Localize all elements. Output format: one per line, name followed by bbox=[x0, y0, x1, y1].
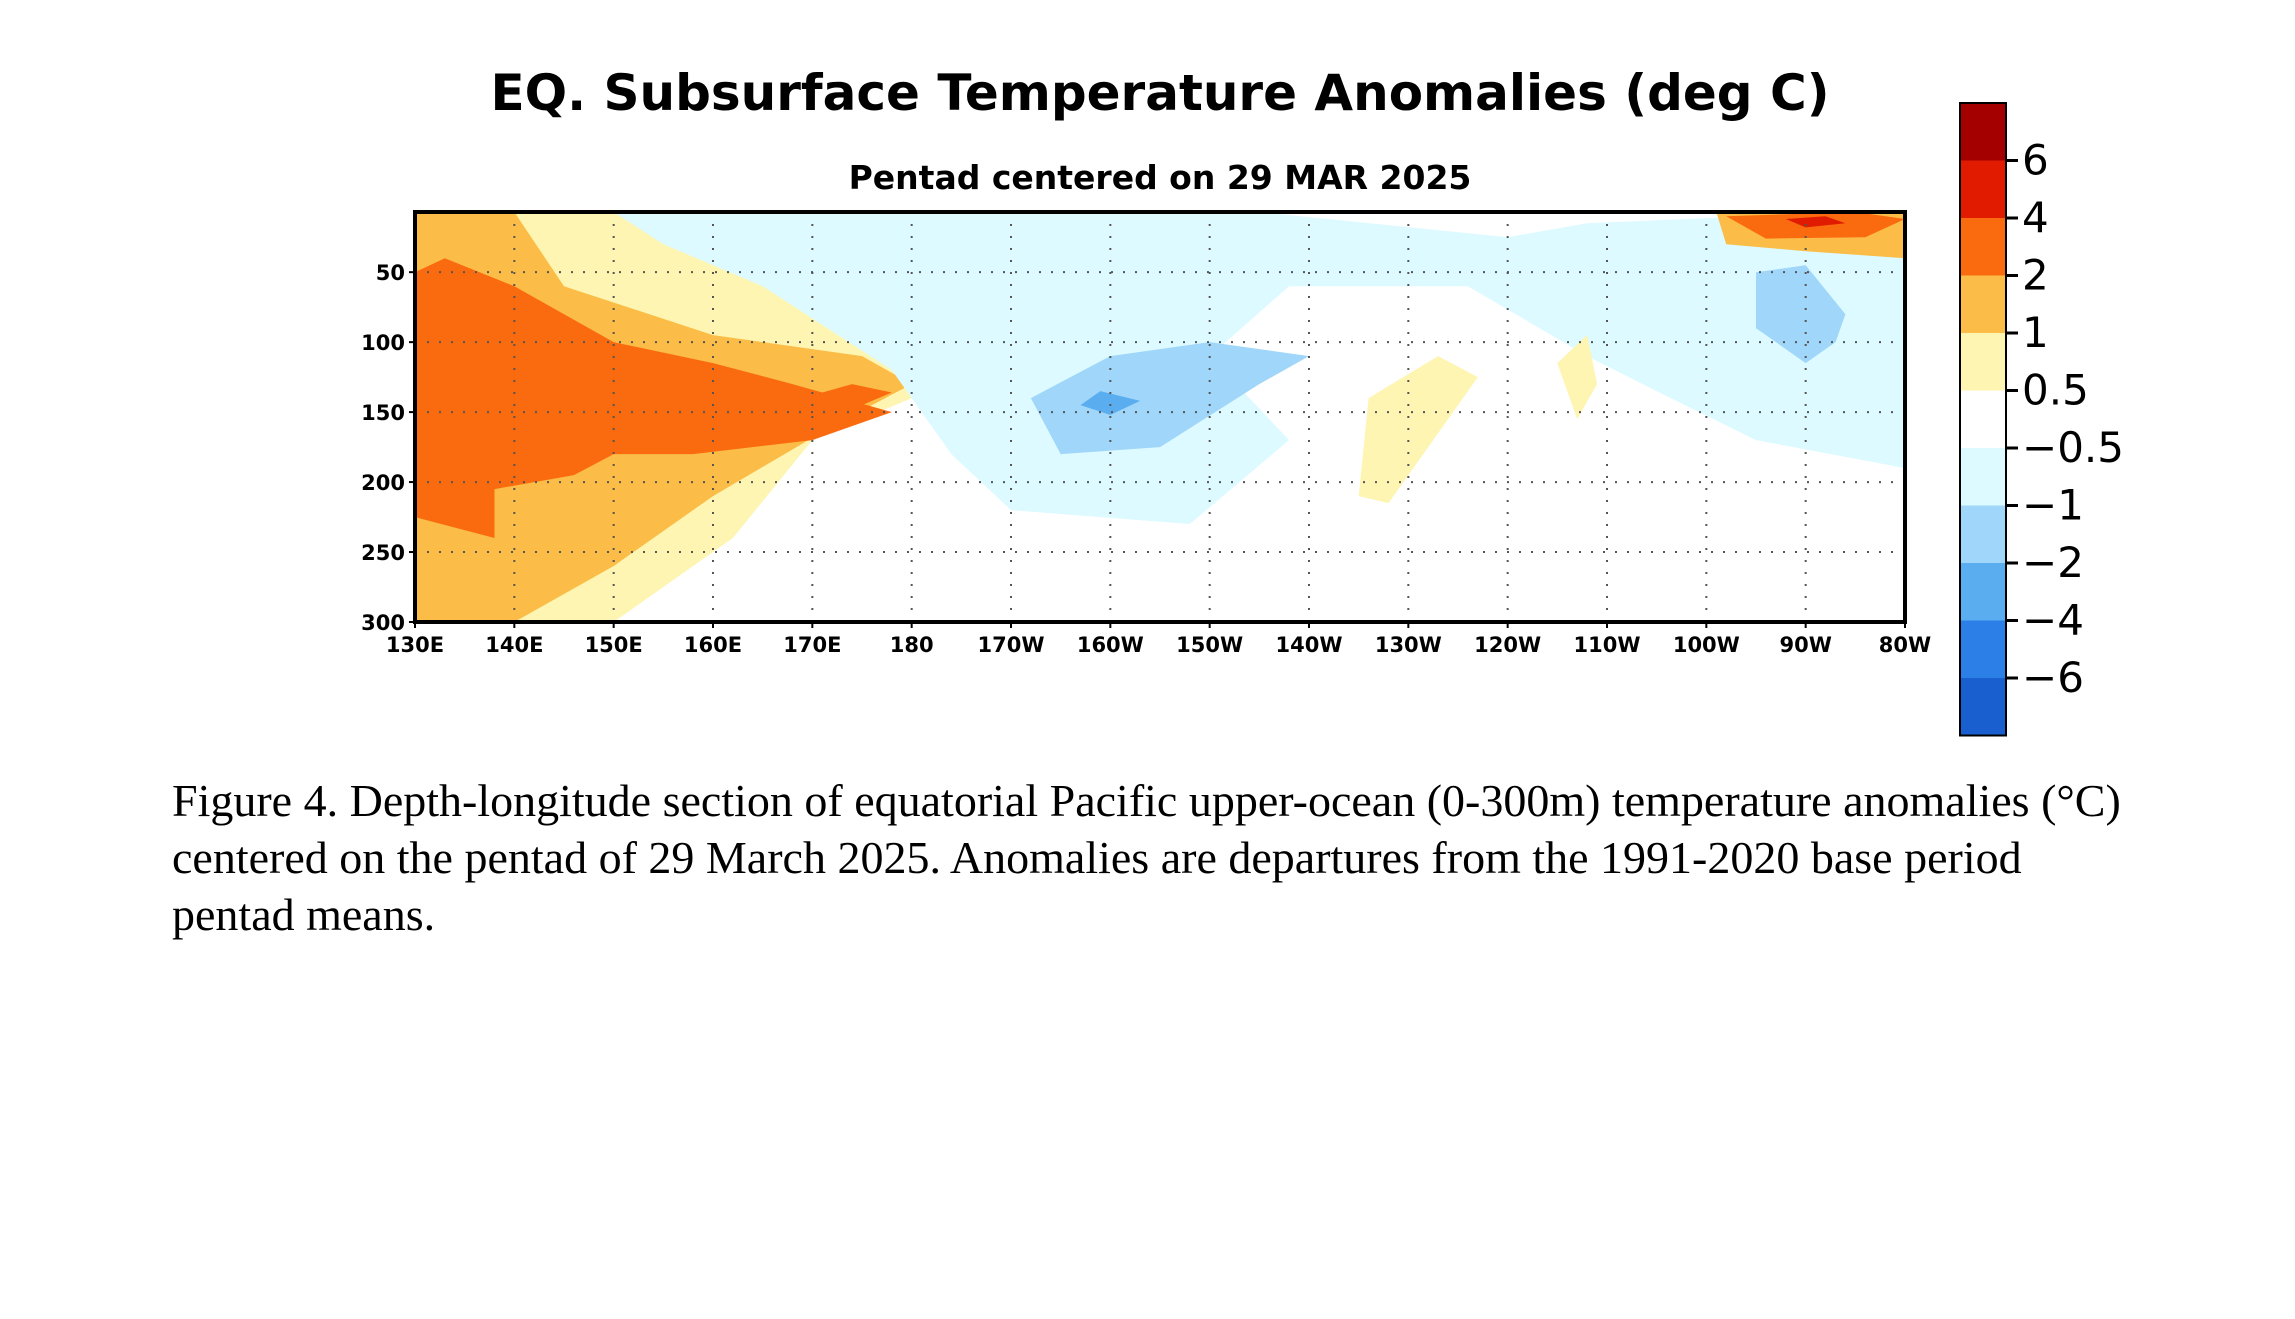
colorbar-label: −6 bbox=[2022, 653, 2084, 702]
colorbar-label: 6 bbox=[2022, 136, 2049, 185]
x-tick-label: 170W bbox=[978, 633, 1045, 657]
x-tick-label: 130E bbox=[386, 633, 444, 657]
colorbar-swatch bbox=[1960, 448, 2006, 506]
colorbar-swatch bbox=[1960, 103, 2006, 161]
chart-subtitle: Pentad centered on 29 MAR 2025 bbox=[849, 158, 1472, 197]
warm-5 bbox=[1358, 356, 1478, 504]
cool-3 bbox=[1080, 391, 1141, 415]
y-tick-label: 200 bbox=[361, 471, 405, 495]
y-tick-label: 50 bbox=[376, 261, 405, 285]
colorbar-swatch bbox=[1960, 275, 2006, 333]
colorbar-label: 4 bbox=[2022, 193, 2049, 242]
chart-title: EQ. Subsurface Temperature Anomalies (de… bbox=[490, 64, 1829, 122]
cool-1 bbox=[613, 212, 1905, 524]
x-tick-label: 100W bbox=[1673, 633, 1740, 657]
east-warm-3 bbox=[1785, 216, 1846, 228]
colorbar-swatch bbox=[1960, 505, 2006, 563]
x-tick-label: 150W bbox=[1176, 633, 1243, 657]
x-tick-label: 170E bbox=[783, 633, 841, 657]
y-tick-label: 150 bbox=[361, 401, 405, 425]
colorbar-label: 1 bbox=[2022, 308, 2049, 357]
plot-frame bbox=[413, 210, 1907, 624]
x-tick-label: 90W bbox=[1779, 633, 1831, 657]
x-tick-label: 160E bbox=[684, 633, 742, 657]
cool-4 bbox=[1756, 265, 1846, 364]
figure-caption: Figure 4. Depth-longitude section of equ… bbox=[172, 775, 2121, 940]
colorbar-label: −0.5 bbox=[2022, 423, 2124, 472]
colorbar-swatch bbox=[1960, 160, 2006, 218]
y-tick-label: 300 bbox=[361, 611, 405, 635]
x-tick-label: 150E bbox=[585, 633, 643, 657]
x-tick-label: 120W bbox=[1474, 633, 1541, 657]
colorbar-swatch bbox=[1960, 620, 2006, 678]
y-tick-label: 100 bbox=[361, 331, 405, 355]
colorbar-label: −2 bbox=[2022, 538, 2084, 587]
warm-4 bbox=[802, 384, 892, 406]
warm-3 bbox=[415, 258, 892, 538]
x-tick-label: 110W bbox=[1574, 633, 1641, 657]
colorbar-label: 2 bbox=[2022, 251, 2049, 300]
colorbar-label: −4 bbox=[2022, 596, 2084, 645]
colorbar-swatch bbox=[1960, 390, 2006, 448]
x-tick-label: 160W bbox=[1077, 633, 1144, 657]
colorbar-swatch bbox=[1960, 333, 2006, 391]
colorbar-label: 0.5 bbox=[2022, 366, 2089, 415]
warm-6 bbox=[1557, 335, 1598, 420]
x-tick-label: 130W bbox=[1375, 633, 1442, 657]
colorbar-frame bbox=[1959, 102, 2007, 737]
grid bbox=[415, 212, 1905, 622]
cool-2 bbox=[1030, 342, 1309, 455]
y-tick-label: 250 bbox=[361, 541, 405, 565]
colorbar-label: −1 bbox=[2022, 481, 2084, 530]
x-tick-label: 80W bbox=[1879, 633, 1931, 657]
x-tick-label: 180 bbox=[890, 633, 934, 657]
colorbar-swatch bbox=[1960, 563, 2006, 621]
colorbar-swatch bbox=[1960, 218, 2006, 276]
anomaly-field bbox=[415, 212, 1905, 622]
colorbar: 6 4 2 1 0.5 −0.5 −1 −2 −4 −6 bbox=[1959, 102, 2124, 737]
x-tick-label: 140E bbox=[485, 633, 543, 657]
x-axis: 130E 140E 150E 160E 170E 180 170W 160W 150W 140W 1… bbox=[386, 622, 1931, 657]
y-axis: 50 100 150 200 250 300 bbox=[361, 261, 415, 635]
x-tick-label: 140W bbox=[1276, 633, 1343, 657]
colorbar-swatch bbox=[1960, 678, 2006, 736]
